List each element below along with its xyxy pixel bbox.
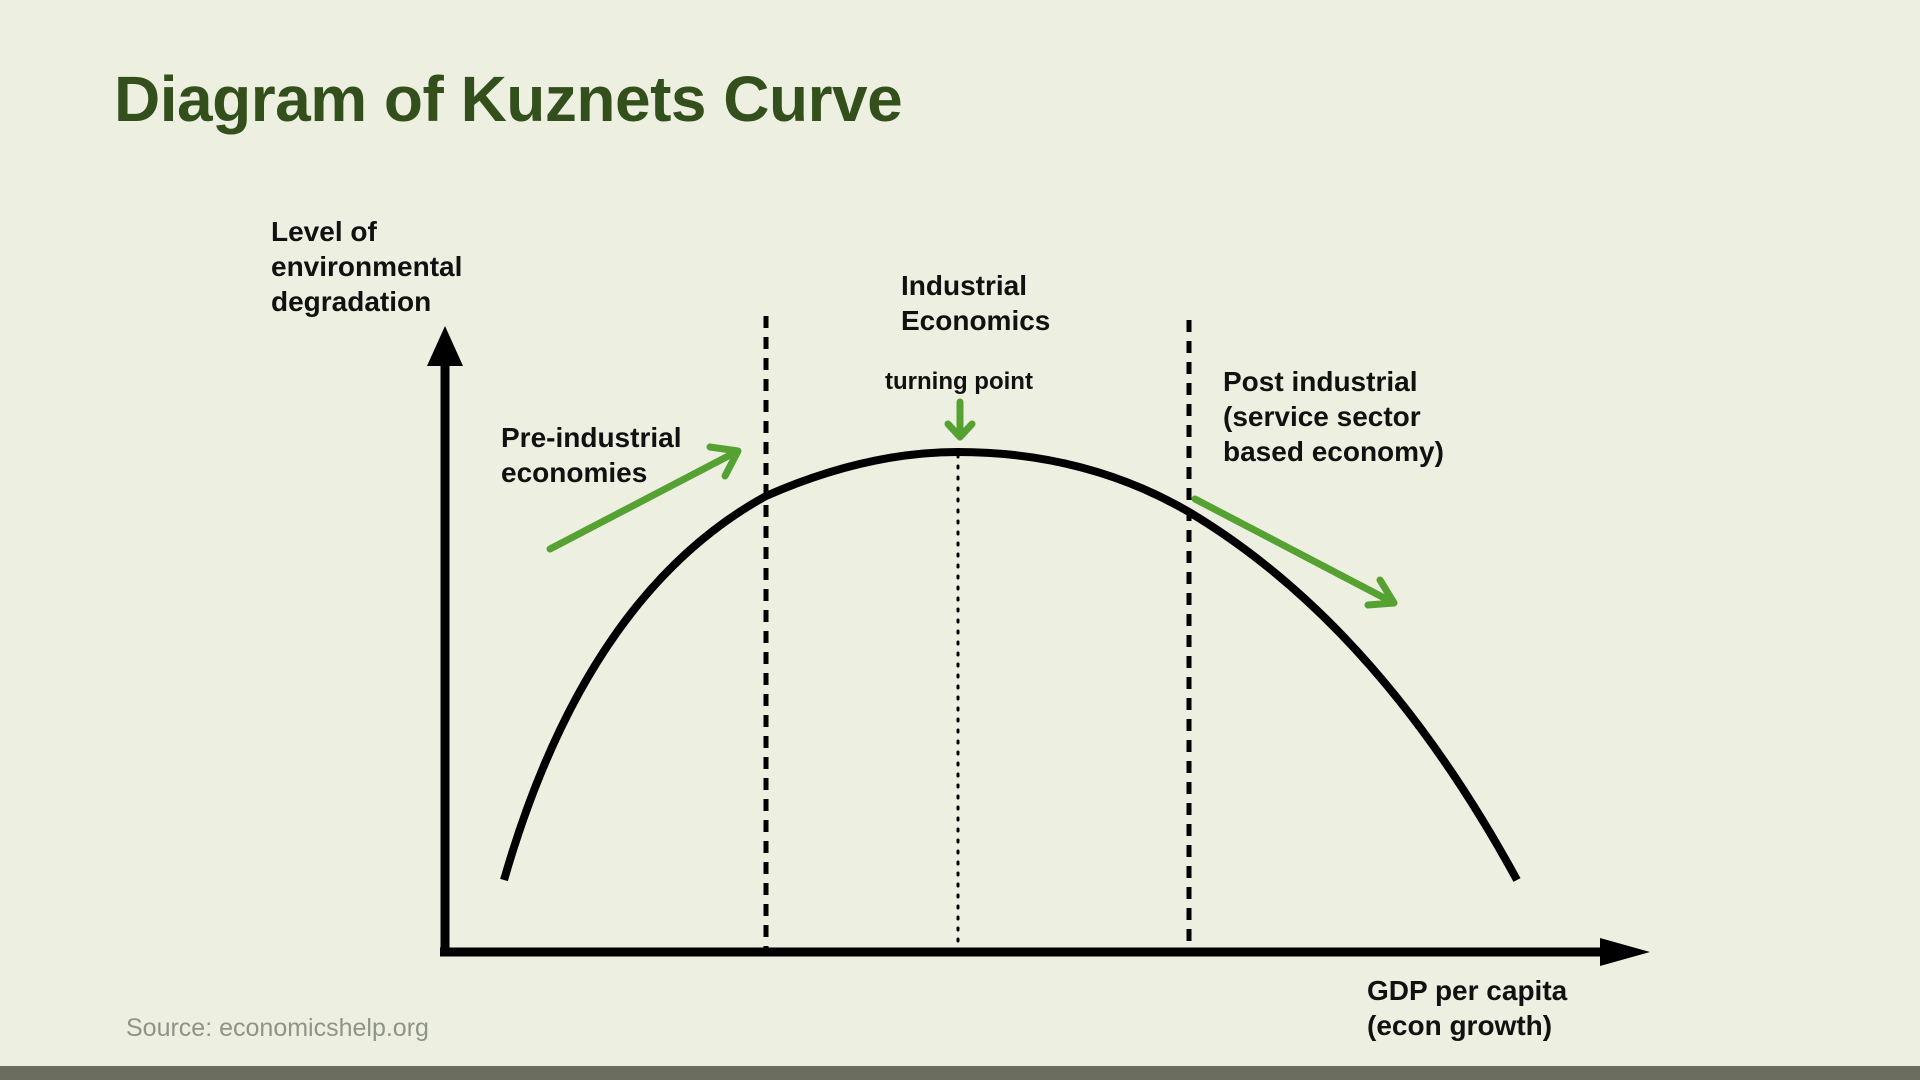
turning-point-label: turning point [885, 368, 1033, 395]
x-axis-arrowhead [1600, 938, 1650, 966]
industrial-stage-label: Industrial Economics [901, 270, 1051, 336]
post-industrial-stage-label: Post industrial (service sector based ec… [1223, 366, 1444, 467]
kuznets-curve [500, 447, 1521, 882]
footer-bar [0, 1066, 1920, 1080]
pre-industrial-stage-label: Pre-industrial economies [501, 422, 682, 488]
falling-trend-arrow [1191, 495, 1398, 609]
rising-trend-arrow [546, 443, 742, 553]
y-axis-arrowhead [427, 326, 463, 366]
page-title: Diagram of Kuznets Curve [114, 63, 903, 135]
y-axis-label: Level of environmental degradation [271, 216, 463, 317]
source-credit: Source: economicshelp.org [126, 1014, 429, 1042]
x-axis-label: GDP per capita (econ growth) [1367, 975, 1568, 1041]
turning-point-arrow [944, 398, 976, 441]
